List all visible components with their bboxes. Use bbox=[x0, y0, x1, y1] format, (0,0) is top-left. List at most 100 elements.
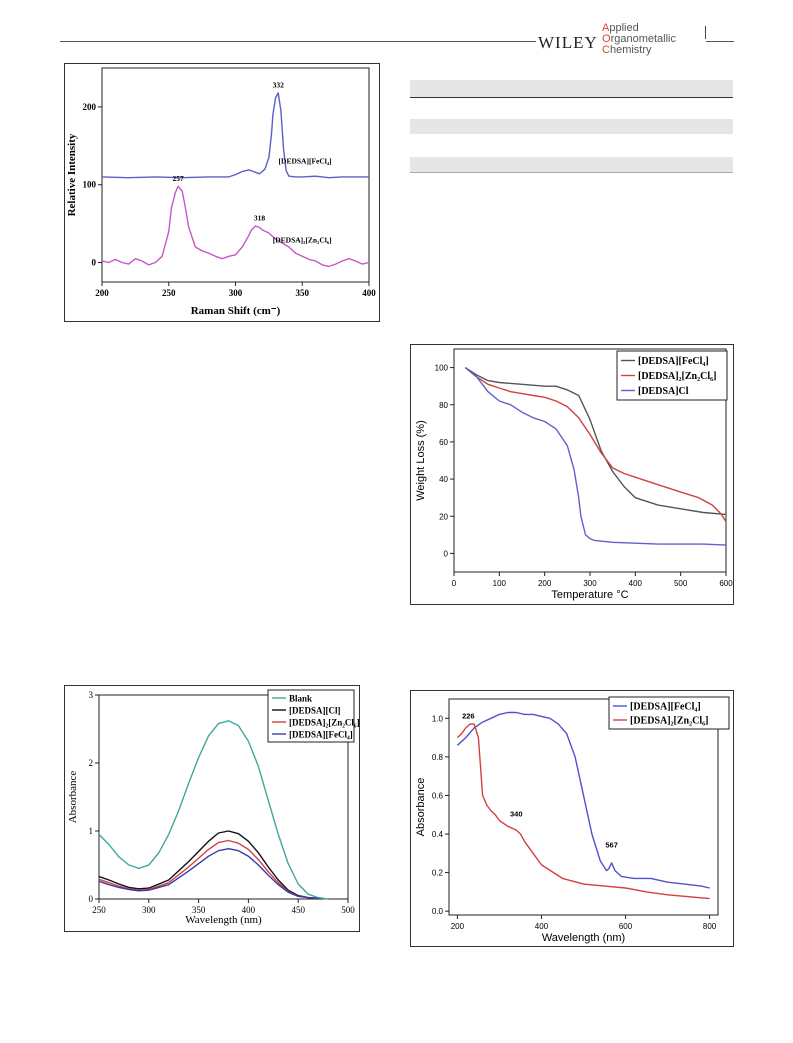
x-tick-label: 200 bbox=[95, 288, 109, 298]
plot-frame bbox=[98, 694, 349, 900]
data-label: 567 bbox=[605, 841, 618, 850]
journal-line-1: A bbox=[602, 22, 610, 34]
series-line bbox=[464, 367, 727, 523]
y-tick-label: 0.0 bbox=[432, 907, 444, 916]
series-line bbox=[101, 185, 370, 268]
journal-line-2: O bbox=[602, 33, 611, 45]
table-rule bbox=[410, 172, 733, 173]
y-tick-label: 2 bbox=[89, 758, 94, 768]
x-tick-label: 200 bbox=[538, 579, 552, 588]
x-tick-label: 400 bbox=[362, 288, 376, 298]
journal-line-3: C bbox=[602, 44, 610, 56]
x-tick-label: 0 bbox=[452, 579, 457, 588]
x-tick-label: 100 bbox=[493, 579, 507, 588]
legend-label: [DEDSA]₂[Zn₂Cl₆] bbox=[638, 371, 716, 382]
series-line bbox=[98, 847, 319, 899]
legend-label: [DEDSA][FeCl₄] bbox=[638, 356, 709, 367]
uv-degradation-chart: 250 300 350 400 450 500 0 1 2 3 Wavelength (nm) Abs… bbox=[67, 689, 359, 926]
y-tick-label: 100 bbox=[435, 364, 449, 373]
x-axis-label: Wavelength (nm) bbox=[185, 914, 262, 926]
drs-figure: 200 400 600 800 0.0 0.2 0.4 0.6 0.8 1.0 Wavelength… bbox=[410, 690, 734, 947]
drs-chart: 200 400 600 800 0.0 0.2 0.4 0.6 0.8 1.0 Wavelength… bbox=[415, 696, 730, 944]
y-tick-label: 3 bbox=[89, 690, 94, 700]
tga-chart: 0 100 200 300 400 500 600 0 20 40 60 80 100 Temperatu… bbox=[415, 348, 733, 601]
x-tick-label: 600 bbox=[719, 579, 733, 588]
raman-figure: 200 250 300 350 400 0 100 200 Raman Shift (cm⁻) R… bbox=[64, 63, 380, 322]
x-tick-label: 400 bbox=[242, 905, 256, 915]
legend-box bbox=[616, 350, 728, 401]
x-tick-label: 300 bbox=[229, 288, 243, 298]
x-tick-label: 300 bbox=[583, 579, 597, 588]
legend-label: [DEDSA][FeCl₄] bbox=[289, 730, 353, 740]
header-rule-right bbox=[706, 41, 734, 42]
tga-figure: 0 100 200 300 400 500 600 0 20 40 60 80 100 Temperatu… bbox=[410, 344, 734, 605]
y-tick-label: 0 bbox=[89, 894, 94, 904]
x-tick-label: 400 bbox=[535, 922, 549, 931]
y-tick-label: 0 bbox=[92, 258, 97, 268]
data-label: 226 bbox=[462, 711, 475, 720]
y-axis-label: Absorbance bbox=[67, 771, 79, 824]
y-tick-label: 1.0 bbox=[432, 714, 444, 723]
series-line bbox=[98, 830, 319, 899]
y-tick-label: 80 bbox=[439, 401, 448, 410]
table-rule bbox=[410, 97, 733, 98]
x-tick-label: 200 bbox=[451, 922, 465, 931]
y-tick-label: 0.4 bbox=[432, 830, 444, 839]
x-tick-label: 500 bbox=[674, 579, 688, 588]
raman-chart: 200 250 300 350 400 0 100 200 Raman Shift (cm⁻) R… bbox=[66, 67, 376, 317]
x-tick-label: 500 bbox=[341, 905, 355, 915]
x-tick-label: 600 bbox=[619, 922, 633, 931]
x-axis-label: Temperature °C bbox=[551, 589, 628, 601]
y-axis-label: Weight Loss (%) bbox=[415, 420, 427, 501]
x-tick-label: 350 bbox=[192, 905, 206, 915]
y-tick-label: 0.6 bbox=[432, 791, 444, 800]
data-label: 318 bbox=[254, 214, 266, 223]
series-line bbox=[98, 720, 329, 900]
table-header-band bbox=[410, 80, 733, 97]
series-line bbox=[456, 723, 710, 900]
y-axis-label: Absorbance bbox=[415, 778, 427, 837]
legend-label: [DEDSA][Cl] bbox=[289, 706, 341, 716]
y-tick-label: 20 bbox=[439, 512, 448, 521]
series-line bbox=[101, 92, 369, 179]
legend-label: [DEDSA][FeCl₄] bbox=[630, 702, 701, 713]
header-tick bbox=[705, 26, 706, 39]
x-axis-label: Wavelength (nm) bbox=[542, 932, 625, 944]
x-tick-label: 800 bbox=[703, 922, 717, 931]
y-tick-label: 200 bbox=[83, 102, 97, 112]
y-tick-label: 1 bbox=[89, 826, 94, 836]
y-tick-label: 100 bbox=[83, 180, 97, 190]
journal-logo: Applied Organometallic Chemistry bbox=[602, 22, 676, 56]
data-label: 257 bbox=[172, 174, 184, 183]
y-tick-label: 40 bbox=[439, 475, 448, 484]
legend-label: [DEDSA]Cl bbox=[638, 386, 689, 397]
uv-degradation-figure: 250 300 350 400 450 500 0 1 2 3 Wavelength (nm) Abs… bbox=[64, 685, 360, 932]
header-rule-left bbox=[60, 41, 536, 42]
x-tick-label: 250 bbox=[162, 288, 176, 298]
x-tick-label: 250 bbox=[92, 905, 106, 915]
plot-frame bbox=[448, 698, 719, 916]
series-line bbox=[456, 711, 710, 889]
data-label: [DEDSA][FeCl₄] bbox=[279, 157, 332, 166]
x-tick-label: 400 bbox=[629, 579, 643, 588]
y-tick-label: 60 bbox=[439, 438, 448, 447]
legend-label: [DEDSA]₂[Zn₂Cl₆] bbox=[289, 718, 359, 728]
data-label: 332 bbox=[273, 80, 285, 89]
y-axis-label: Relative Intensity bbox=[66, 133, 78, 216]
x-tick-label: 350 bbox=[296, 288, 310, 298]
series-line bbox=[464, 367, 727, 546]
y-tick-label: 0.2 bbox=[432, 869, 444, 878]
y-tick-label: 0.8 bbox=[432, 753, 444, 762]
x-tick-label: 300 bbox=[142, 905, 156, 915]
legend-box bbox=[608, 696, 730, 730]
table-row-shaded bbox=[410, 157, 733, 172]
x-tick-label: 450 bbox=[291, 905, 305, 915]
legend-label: [DEDSA]₂[Zn₂Cl₆] bbox=[630, 716, 708, 727]
x-axis-label: Raman Shift (cm⁻) bbox=[191, 305, 281, 317]
table-row-shaded bbox=[410, 119, 733, 134]
y-tick-label: 0 bbox=[444, 549, 449, 558]
data-label: 340 bbox=[510, 810, 523, 819]
data-label: [DEDSA]₂[Zn₂Cl₆] bbox=[273, 235, 332, 244]
publisher-logo: WILEY bbox=[536, 33, 600, 53]
series-line bbox=[464, 367, 727, 516]
